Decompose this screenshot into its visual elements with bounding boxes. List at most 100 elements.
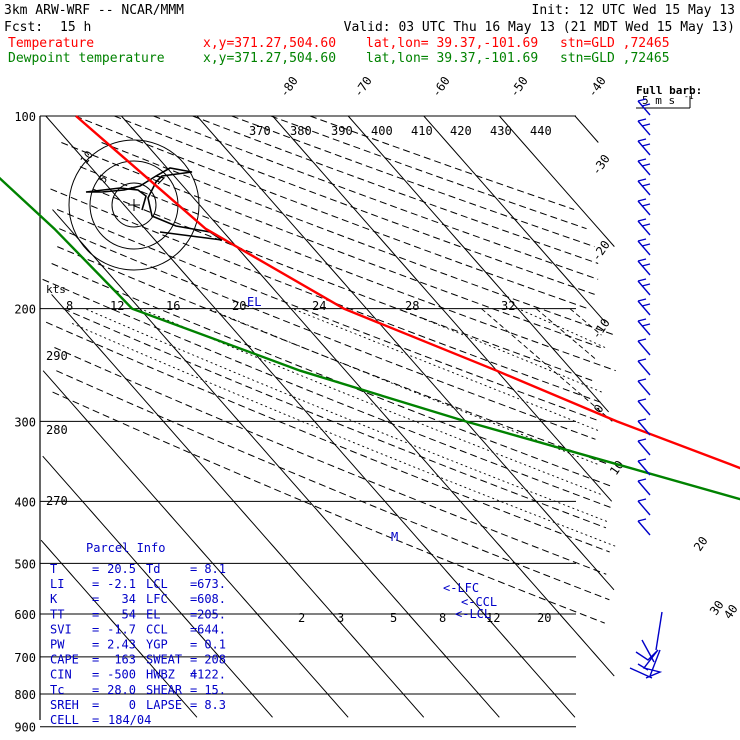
wind-barb-staff: [637, 240, 651, 256]
parcel-value: 28.0: [107, 683, 136, 697]
wind-barb-staff: [637, 260, 651, 276]
pressure-label-700: 700: [14, 651, 36, 665]
moist-adiabat-5: [84, 308, 608, 522]
wind-barb-flag: [641, 143, 651, 147]
parcel-eq: =: [92, 653, 99, 667]
wind-barb-staff: [637, 440, 651, 456]
wind-barb-flag: [637, 118, 647, 122]
wind-barb-staff: [637, 220, 651, 236]
mixing-ratio-lines: [481, 308, 613, 422]
wind-barb-staff: [637, 420, 651, 436]
wind-barb-flag: [637, 138, 647, 142]
parcel-key: Td: [146, 562, 160, 576]
wind-barb-flag: [641, 303, 651, 307]
forecast-hour: 15 h: [60, 20, 91, 35]
dry-adiabat-360: [92, 188, 596, 383]
dry-adiabat-380: [61, 142, 601, 348]
dewpoint-station: stn=GLD ,72465: [560, 51, 670, 66]
parcel-key: LAPSE: [146, 698, 182, 712]
wind-barb-staff: [637, 200, 651, 216]
wind-barb-staff: [637, 480, 651, 496]
barb-legend-title: Full barb:: [636, 84, 702, 97]
parcel-key: SVI: [50, 622, 72, 636]
theta-labels: 370 380 390 400 410 420 430 440 290 280 270: [46, 124, 552, 508]
dry-adiabat-450: [270, 115, 587, 230]
dry-adiabat-440: [231, 115, 595, 248]
parcel-info-panel: Parcel Info T = 20.5 Td = 8.1LI = -2.1 LCL = 673.K…: [50, 541, 226, 727]
parcel-value: 0: [129, 698, 136, 712]
wind-barb-staff: [649, 649, 661, 677]
wind-barb-flag: [637, 218, 647, 222]
wind-barb-flag: [641, 163, 651, 167]
parcel-value: 644.: [197, 622, 226, 636]
parcel-key: LFC: [146, 592, 168, 606]
wind-barb-staff: [637, 360, 651, 376]
hodograph-trace: [85, 167, 223, 241]
init-time: Init: 12 UTC Wed 15 May 13: [532, 3, 736, 18]
parcel-key: LCL: [146, 577, 168, 591]
parcel-key: PW: [50, 638, 65, 652]
parcel-eq: =: [92, 592, 99, 606]
isotherm-label-40: 40: [721, 602, 740, 622]
wind-barb-cluster: [635, 649, 663, 679]
wind-barbs: [629, 98, 663, 679]
mixing-ratio-label-low-3: 3: [337, 611, 344, 625]
parcel-key: SHEAR: [146, 683, 183, 697]
temperature-station: stn=GLD ,72465: [560, 36, 670, 51]
wind-barb-staff: [637, 300, 651, 316]
ccl-label: <-CCL: [461, 595, 497, 609]
lfc-label: <-LFC: [443, 581, 479, 595]
wind-barb-flag: [637, 458, 647, 462]
dry-adiabat-280: [45, 321, 610, 553]
dewpoint-latlon: lat,lon= 39.37,-101.69: [366, 51, 538, 66]
wind-barb-staff: [637, 500, 651, 516]
hodograph-units: kts: [46, 283, 66, 296]
parcel-value: 208: [204, 653, 226, 667]
theta-label-380: 380: [290, 124, 312, 138]
parcel-eq: =: [92, 683, 99, 697]
mixing-ratio-labels: 8 12 16 20 24 28 32 2 3 5 8 12 20: [66, 299, 551, 625]
mixing-ratio-label-low-8: 8: [439, 611, 446, 625]
isotherm--60: [121, 115, 615, 677]
dry-adiabat-270: [54, 347, 607, 575]
wind-barb-flag: [637, 338, 647, 342]
parcel-eq: =: [190, 683, 197, 697]
wind-barb-staff: [637, 380, 651, 396]
parcel-eq: =: [190, 607, 197, 621]
parcel-marker: M: [391, 530, 398, 544]
theta-label-390: 390: [331, 124, 353, 138]
theta-label-290: 290: [46, 349, 68, 363]
mixing-ratio-3: [569, 308, 602, 336]
dry-adiabat-410: [114, 115, 595, 295]
isotherm--120: [40, 539, 198, 718]
dry-adiabat-300: [42, 278, 613, 509]
pressure-label-100: 100: [14, 110, 36, 124]
temperature-latlon: lat,lon= 39.37,-101.69: [366, 36, 538, 51]
wind-barb-flag: [641, 283, 651, 287]
pressure-label-300: 300: [14, 415, 36, 429]
wind-barb-flag: [637, 278, 647, 282]
parcel-key: CAPE: [50, 653, 79, 667]
parcel-value: 54: [122, 607, 136, 621]
wind-barb-staff: [637, 400, 651, 416]
parcel-key: SWEAT: [146, 653, 182, 667]
parcel-value: 34: [122, 592, 136, 606]
wind-barb-flag: [637, 438, 647, 442]
parcel-value: -1.7: [107, 622, 136, 636]
wind-barb-flag: [637, 318, 647, 322]
parcel-eq: =: [190, 622, 197, 636]
wind-barb-flag: [637, 498, 647, 502]
wind-barb-flag: [637, 238, 647, 242]
isotherm-label-30: 30: [707, 598, 727, 618]
temperature-legend-label: Temperature: [8, 36, 94, 51]
parcel-key: SREH: [50, 698, 79, 712]
wind-barb-staff: [637, 120, 651, 136]
parcel-value: 205.: [197, 607, 226, 621]
theta-label-440: 440: [530, 124, 552, 138]
parcel-eq: =: [190, 562, 197, 576]
theta-label-430: 430: [490, 124, 512, 138]
isotherm--110: [42, 455, 273, 718]
mixing-ratio-label-low-2: 2: [298, 611, 305, 625]
wind-barb-flag: [637, 198, 647, 202]
parcel-key: TT: [50, 607, 64, 621]
